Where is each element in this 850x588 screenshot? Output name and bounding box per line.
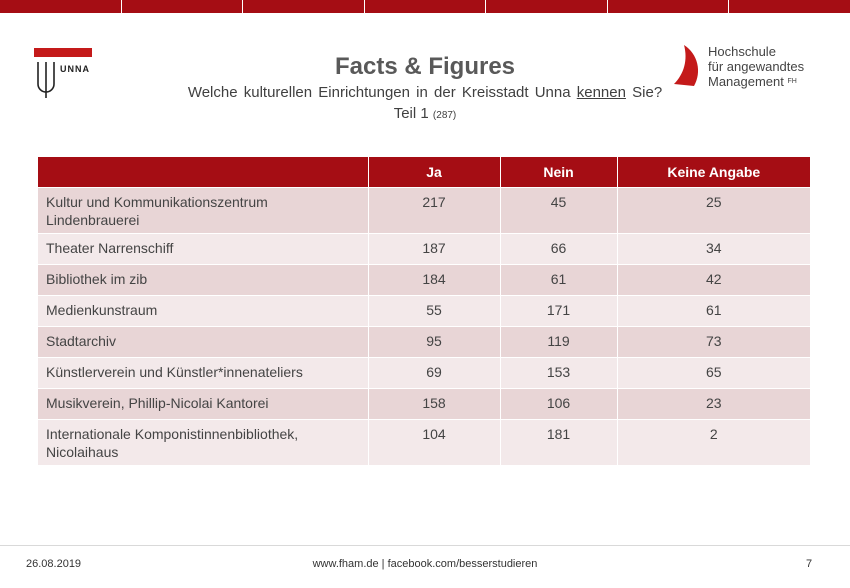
row-ja: 217: [368, 186, 501, 233]
page-title: Facts & Figures: [334, 53, 516, 80]
row-label: Theater Narrenschiff: [38, 232, 369, 264]
row-ja: 184: [368, 263, 501, 295]
row-keine: 65: [617, 356, 810, 388]
row-keine: 34: [617, 232, 810, 264]
row-nein: 45: [500, 186, 618, 233]
sail-icon: [674, 45, 699, 86]
row-nein: 181: [500, 418, 618, 465]
footer-date: 26.08.2019: [26, 558, 82, 570]
table-row: Medienkunstraum 55 171 61: [38, 294, 810, 326]
row-ja: 69: [368, 356, 501, 388]
table-row: Musikverein, Phillip-Nicolai Kantorei 15…: [38, 387, 810, 419]
header-nein: Nein: [500, 157, 618, 187]
subtitle-emphasis: kennen: [576, 84, 626, 101]
row-keine: 42: [617, 263, 810, 295]
row-ja: 95: [368, 325, 501, 357]
respondent-count: (287): [432, 110, 457, 121]
fham-logo: Hochschule für angewandtes Management FH: [672, 44, 832, 90]
row-keine: 2: [617, 418, 810, 465]
footer-divider: [0, 545, 850, 546]
unna-logo-bar: [34, 48, 92, 57]
row-ja: 187: [368, 232, 501, 264]
fham-logo-text: Hochschule für angewandtes Management FH: [708, 44, 805, 89]
page-number: 7: [806, 558, 813, 570]
page-subtitle: Welche kulturellen Einrichtungen in der …: [187, 84, 663, 101]
row-ja: 158: [368, 387, 501, 419]
row-nein: 171: [500, 294, 618, 326]
row-keine: 61: [617, 294, 810, 326]
row-nein: 106: [500, 387, 618, 419]
row-label: Musikverein, Phillip-Nicolai Kantorei: [38, 387, 369, 419]
table-header-row: Ja Nein Keine Angabe: [38, 157, 810, 187]
row-label: Medienkunstraum: [38, 294, 369, 326]
part-label: Teil 1 (287): [393, 105, 457, 122]
table-row: Bibliothek im zib 184 61 42: [38, 263, 810, 295]
row-label: Künstlerverein und Künstler*innenatelier…: [38, 356, 369, 388]
footer-links: www.fham.de | facebook.com/besserstudier…: [312, 558, 538, 570]
unna-u-icon: [37, 62, 55, 98]
row-label: Stadtarchiv: [38, 325, 369, 357]
table-row: Künstlerverein und Künstler*innenatelier…: [38, 356, 810, 388]
facts-table: Ja Nein Keine Angabe Kultur und Kommunik…: [38, 157, 810, 465]
row-keine: 25: [617, 186, 810, 233]
row-nein: 66: [500, 232, 618, 264]
row-keine: 73: [617, 325, 810, 357]
row-nein: 119: [500, 325, 618, 357]
header-keine-angabe: Keine Angabe: [617, 157, 810, 187]
table-row: Stadtarchiv 95 119 73: [38, 325, 810, 357]
top-accent-bar: [0, 0, 850, 13]
header-ja: Ja: [368, 157, 501, 187]
table-row: Internationale Komponistinnenbibliothek,…: [38, 418, 810, 465]
row-label: Kultur und Kommunikationszentrum Lindenb…: [38, 186, 369, 233]
row-nein: 61: [500, 263, 618, 295]
row-label: Bibliothek im zib: [38, 263, 369, 295]
table-row: Theater Narrenschiff 187 66 34: [38, 232, 810, 264]
row-ja: 104: [368, 418, 501, 465]
unna-logo-word: UNNA: [60, 64, 90, 74]
row-label: Internationale Komponistinnenbibliothek,…: [38, 418, 369, 465]
header-label: [38, 157, 369, 187]
table-row: Kultur und Kommunikationszentrum Lindenb…: [38, 186, 810, 233]
row-keine: 23: [617, 387, 810, 419]
row-nein: 153: [500, 356, 618, 388]
row-ja: 55: [368, 294, 501, 326]
unna-logo: UNNA: [34, 48, 92, 100]
